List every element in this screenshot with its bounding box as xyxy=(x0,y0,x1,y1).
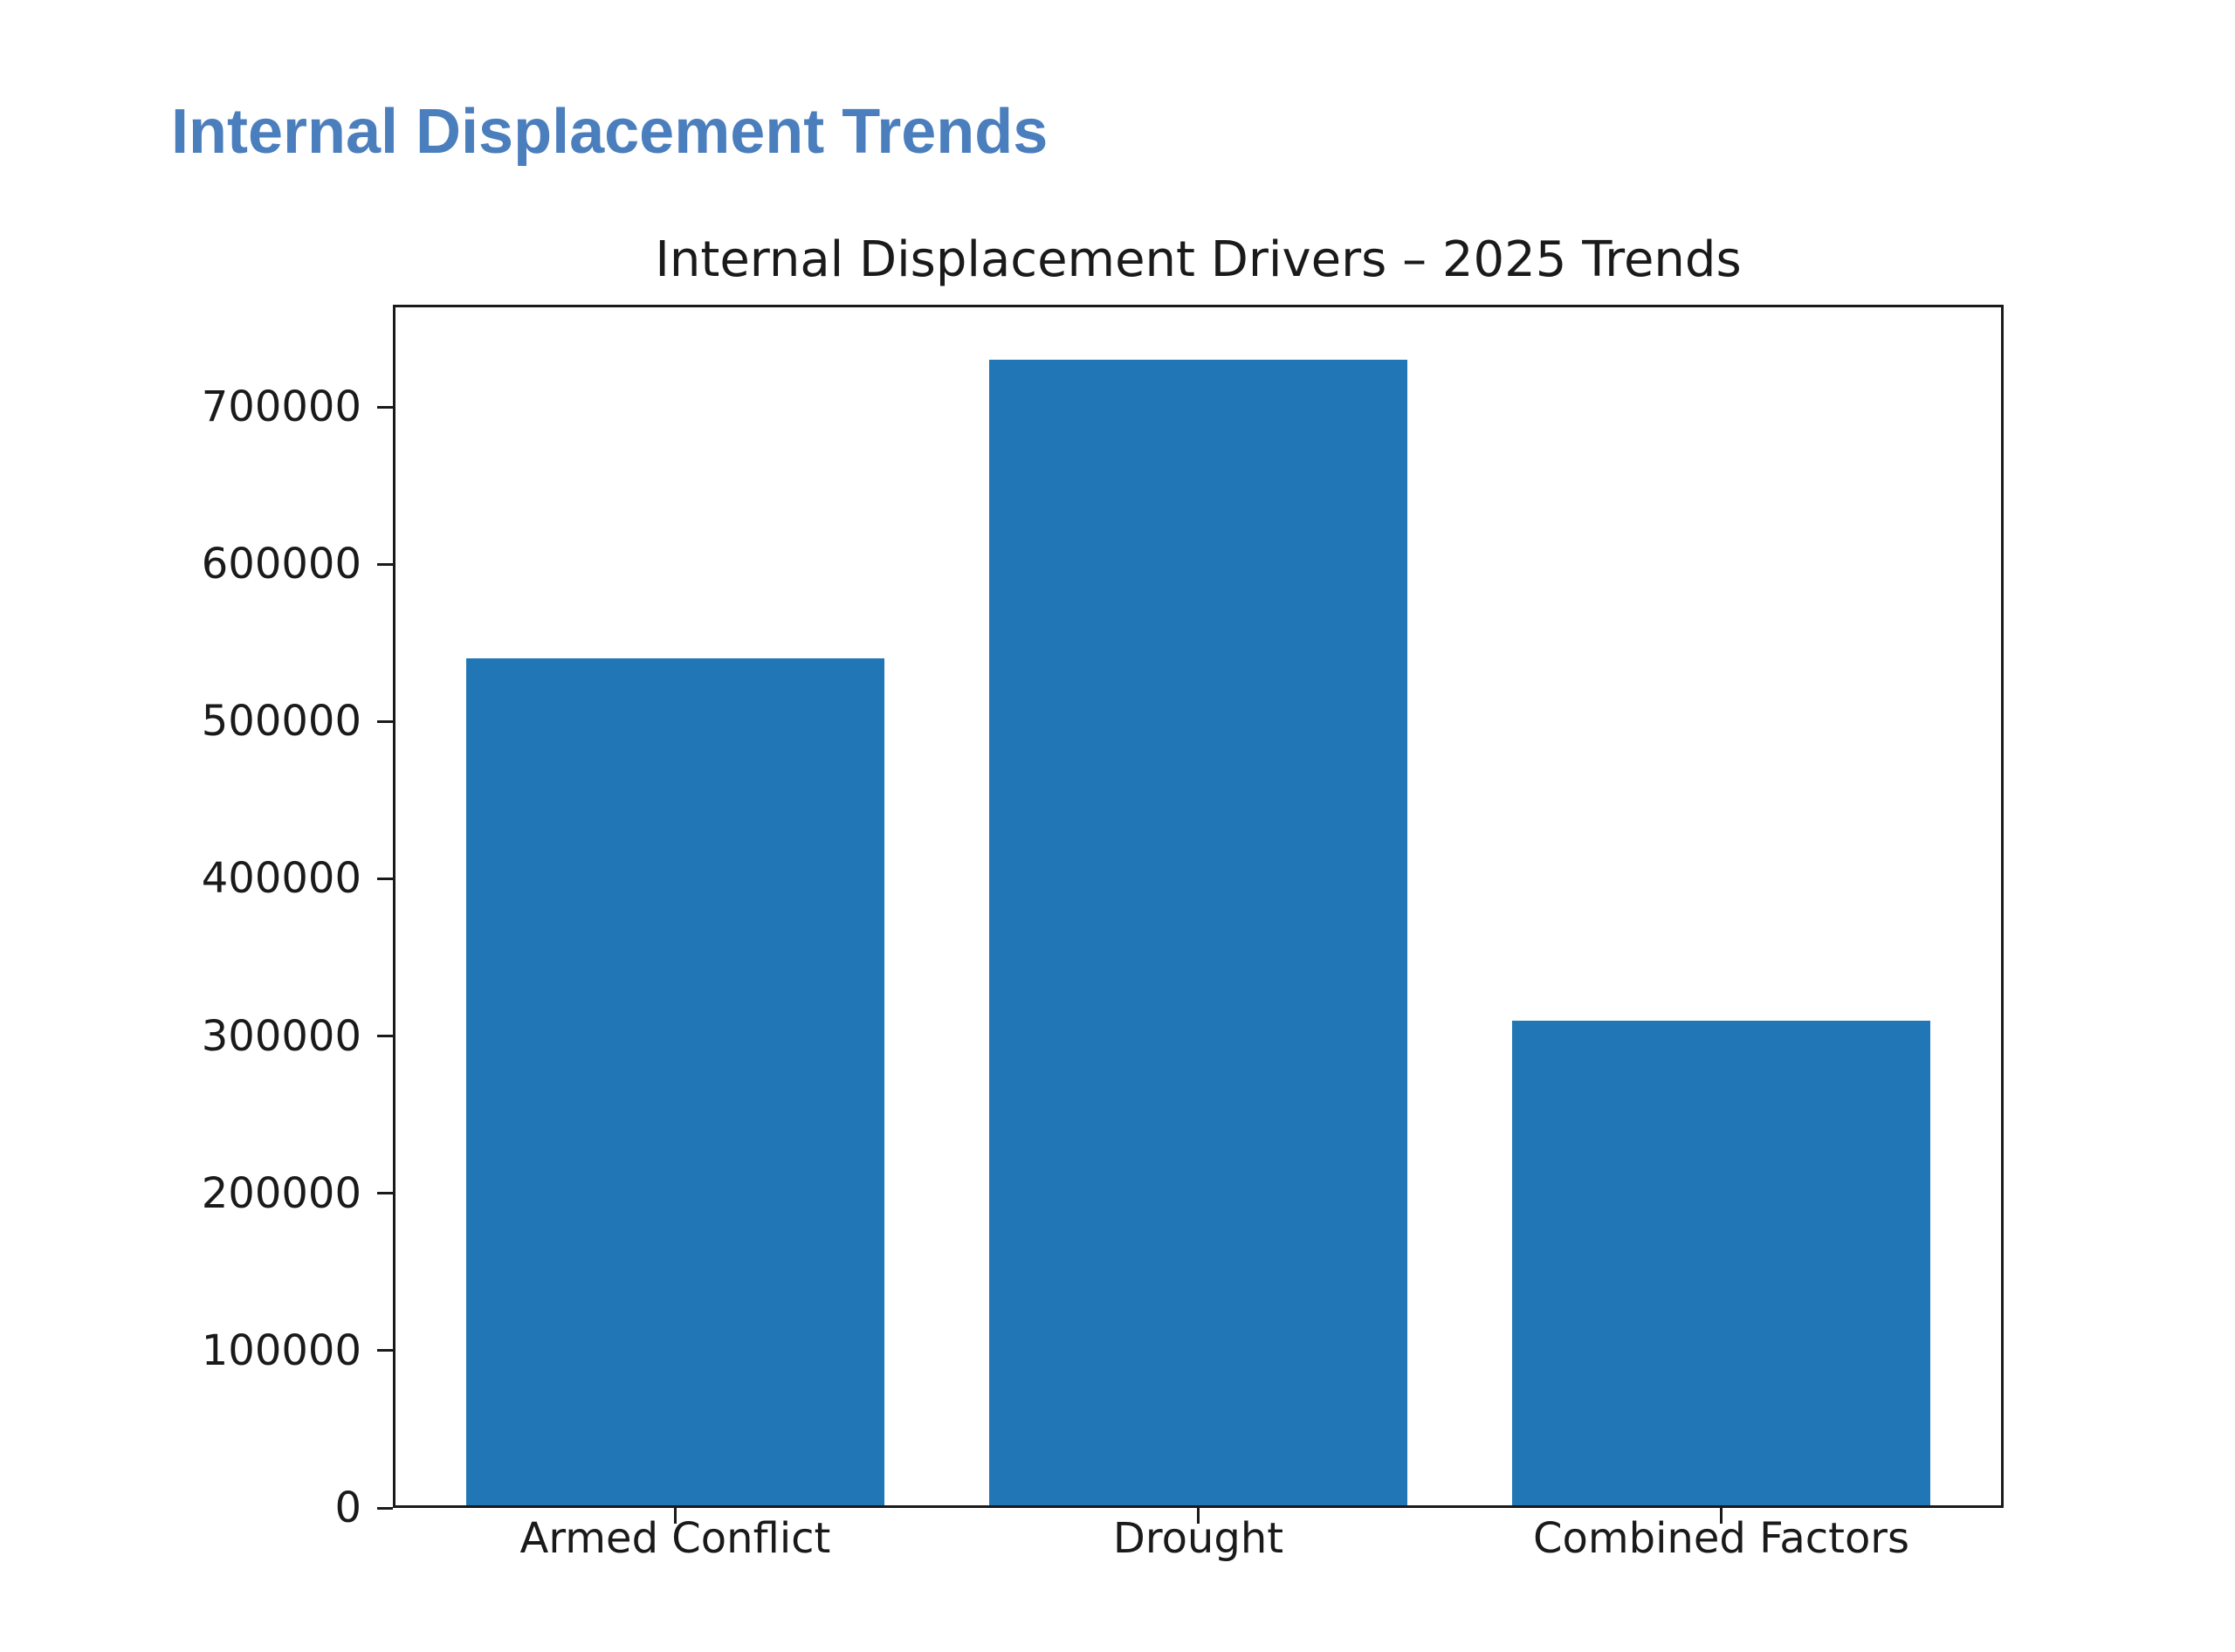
x-tick-label: Drought xyxy=(1112,1514,1284,1563)
y-tick-label: 500000 xyxy=(201,697,361,747)
x-tick-mark xyxy=(1197,1508,1200,1524)
y-tick-mark xyxy=(377,1035,393,1038)
y-tick-label: 100000 xyxy=(201,1325,361,1375)
y-tick-label: 0 xyxy=(334,1483,361,1532)
bar-combined-factors xyxy=(1511,1020,1931,1508)
y-tick-mark xyxy=(377,719,393,723)
y-tick-mark xyxy=(377,877,393,880)
bar-armed-conflict xyxy=(465,658,885,1508)
y-tick-mark xyxy=(377,562,393,566)
y-tick-label: 400000 xyxy=(201,854,361,904)
y-tick-mark xyxy=(377,405,393,409)
plot-area xyxy=(393,305,2004,1508)
y-tick-label: 700000 xyxy=(201,382,361,432)
x-tick-mark xyxy=(673,1508,677,1524)
y-tick-label: 600000 xyxy=(201,540,361,589)
x-tick-mark xyxy=(1720,1508,1723,1524)
page-title: Internal Displacement Trends xyxy=(171,97,1049,167)
bar-drought xyxy=(988,360,1408,1508)
chart-title: Internal Displacement Drivers – 2025 Tre… xyxy=(655,231,1742,288)
x-tick-label: Combined Factors xyxy=(1532,1514,1910,1563)
y-tick-label: 200000 xyxy=(201,1168,361,1218)
y-tick-mark xyxy=(377,1349,393,1353)
x-tick-label: Armed Conflict xyxy=(519,1514,831,1563)
y-tick-mark xyxy=(377,1506,393,1510)
y-tick-label: 300000 xyxy=(201,1011,361,1061)
y-tick-mark xyxy=(377,1192,393,1195)
